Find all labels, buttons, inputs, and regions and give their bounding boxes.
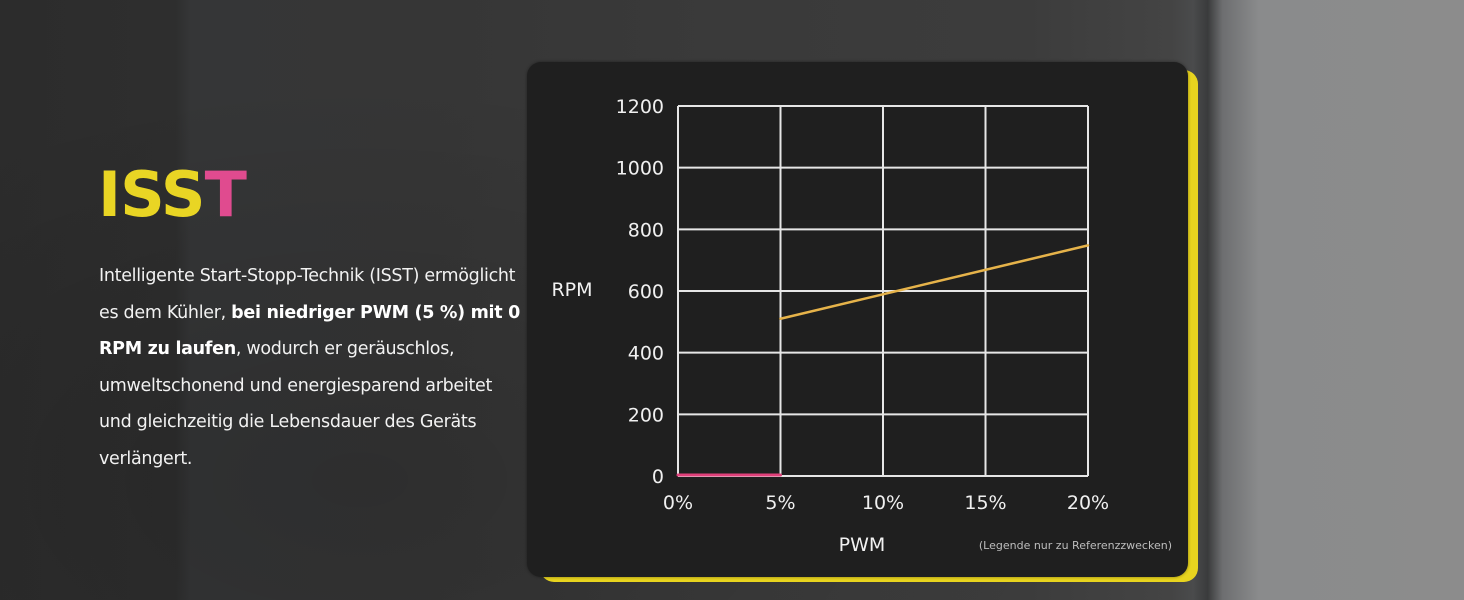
- y-axis-label: RPM: [551, 279, 592, 301]
- x-tick-label: 20%: [1067, 492, 1109, 514]
- x-tick-label: 0%: [663, 492, 693, 514]
- x-axis-label: PWM: [839, 534, 886, 556]
- description-bold: bei niedriger PWM (5 %) mit 0 RPM zu lau…: [99, 302, 520, 360]
- description: Intelligente Start-Stopp-Technik (ISST) …: [99, 258, 529, 478]
- title-part-pink: T: [204, 158, 247, 231]
- x-tick-label: 5%: [765, 492, 795, 514]
- page-title: ISST: [98, 158, 247, 231]
- y-tick-label: 0: [652, 466, 664, 488]
- y-tick-label: 600: [628, 281, 664, 303]
- legend-note: (Legende nur zu Referenzzwecken): [979, 539, 1172, 552]
- series-line-run: [779, 244, 1090, 320]
- y-tick-label: 200: [628, 404, 664, 426]
- chart-card: [527, 62, 1188, 577]
- title-part-yellow: ISS: [98, 158, 206, 231]
- y-tick-label: 400: [628, 343, 664, 365]
- description-tail: , wodurch er geräuschlos, umweltschonend…: [99, 339, 493, 469]
- x-tick-label: 15%: [964, 492, 1006, 514]
- description-lead: Intelligente Start-Stopp-Technik (ISST) …: [99, 266, 516, 323]
- x-tick-label: 10%: [862, 492, 904, 514]
- y-tick-label: 1200: [616, 96, 664, 118]
- y-tick-label: 1000: [616, 158, 664, 180]
- y-tick-label: 800: [628, 219, 664, 241]
